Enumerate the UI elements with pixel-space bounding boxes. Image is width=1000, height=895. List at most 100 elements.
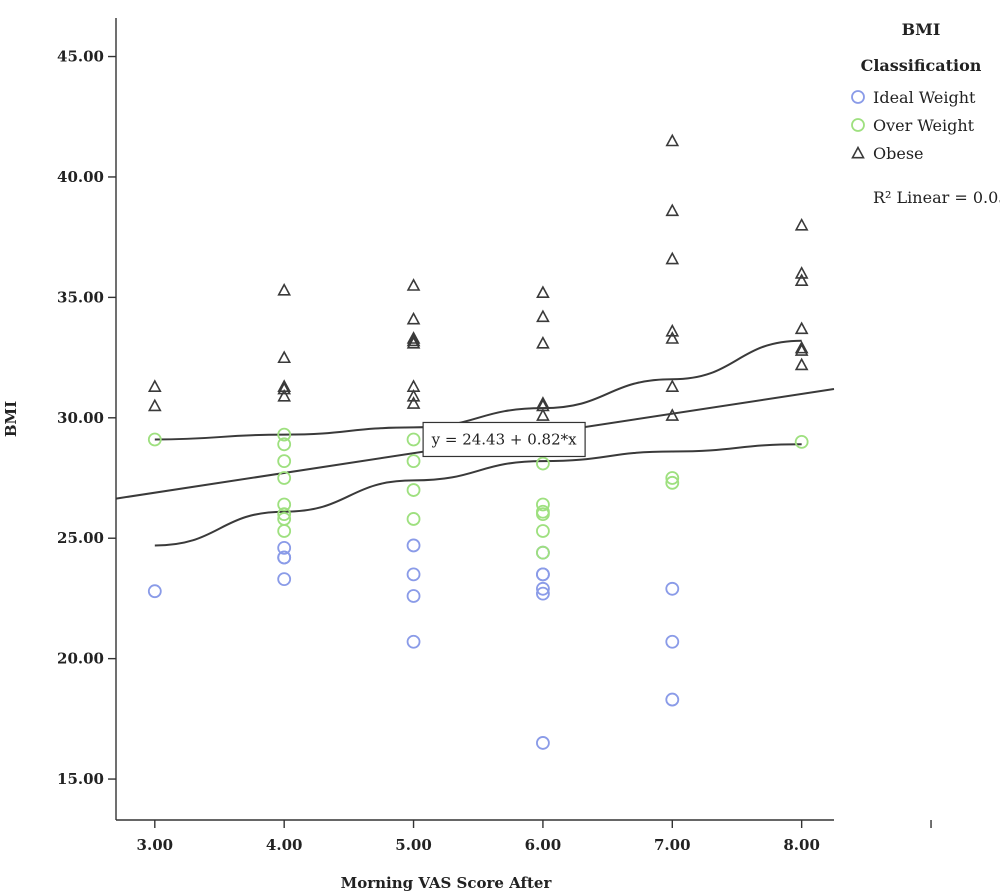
legend-label: Over Weight — [873, 116, 975, 135]
point-ideal-weight — [665, 634, 680, 649]
data-points — [147, 133, 809, 750]
point-obese — [406, 278, 421, 291]
confidence-curve-lower — [154, 443, 802, 547]
point-over-weight — [406, 454, 421, 469]
point-obese — [665, 323, 680, 337]
point-obese — [536, 335, 550, 349]
legend-label: Ideal Weight — [873, 88, 976, 107]
y-tick-label: 35.00 — [57, 288, 104, 306]
point-ideal-weight — [277, 572, 292, 587]
point-obese — [794, 340, 809, 354]
point-obese — [536, 396, 550, 409]
x-tick-label: 4.00 — [266, 836, 303, 854]
y-tick-label: 25.00 — [57, 529, 104, 547]
point-over-weight — [406, 432, 421, 447]
point-obese — [277, 350, 292, 364]
point-ideal-weight — [665, 692, 680, 707]
point-obese — [794, 273, 809, 286]
point-obese — [277, 388, 292, 402]
y-tick-label: 45.00 — [57, 48, 104, 66]
point-over-weight — [536, 456, 550, 471]
y-axis-title: BMI — [2, 401, 20, 437]
point-obese — [277, 282, 292, 296]
point-obese — [794, 343, 809, 356]
point-obese — [147, 398, 162, 412]
point-obese — [406, 335, 421, 349]
point-obese — [536, 285, 550, 299]
equation-text: y = 24.43 + 0.82*x — [431, 430, 578, 448]
point-over-weight — [665, 471, 680, 485]
point-obese — [794, 266, 809, 279]
point-ideal-weight — [277, 540, 292, 555]
point-over-weight — [277, 507, 292, 522]
point-obese — [665, 203, 680, 217]
point-ideal-weight — [536, 567, 550, 582]
point-over-weight — [406, 512, 421, 526]
point-obese — [536, 309, 550, 323]
equation-label: y = 24.43 + 0.82*x — [422, 421, 586, 458]
r2-label: R² Linear = 0.055 — [873, 188, 1000, 207]
point-obese — [665, 331, 680, 344]
point-obese — [277, 381, 292, 395]
point-ideal-weight — [406, 634, 421, 649]
legend-title-line1: BMI — [902, 20, 941, 39]
y-tick-label: 15.00 — [57, 770, 104, 788]
point-ideal-weight — [536, 586, 550, 601]
x-axis-title: Morning VAS Score After — [341, 874, 553, 892]
point-over-weight — [277, 454, 292, 469]
y-tick-label: 40.00 — [57, 168, 104, 186]
point-obese — [406, 331, 421, 344]
point-over-weight — [277, 497, 292, 512]
y-tick-label: 30.00 — [57, 409, 104, 427]
point-over-weight — [277, 437, 292, 452]
legend-label: Obese — [873, 144, 924, 163]
point-obese — [406, 396, 421, 409]
point-over-weight — [147, 432, 162, 447]
point-ideal-weight — [277, 550, 292, 565]
point-obese — [406, 388, 421, 402]
point-obese — [665, 379, 680, 392]
point-obese — [406, 333, 421, 347]
equation-box — [422, 421, 586, 458]
x-tick-label: 5.00 — [395, 836, 432, 854]
point-over-weight — [277, 427, 292, 442]
point-ideal-weight — [406, 538, 421, 553]
point-over-weight — [536, 524, 550, 538]
legend-marker-ideal-weight — [851, 90, 865, 104]
point-obese — [665, 251, 680, 265]
confidence-band — [154, 339, 802, 547]
confidence-curve-upper — [154, 339, 802, 441]
point-obese — [665, 133, 680, 147]
x-tick-label: 6.00 — [525, 836, 562, 854]
axes: 15.00 20.00 25.00 30.00 35.00 40.00 45.00 3.00 4… — [57, 18, 932, 854]
legend-marker-obese — [851, 145, 865, 159]
point-over-weight — [794, 434, 809, 449]
point-over-weight — [536, 545, 550, 560]
point-obese — [794, 217, 809, 231]
legend-title-line2: Classification — [861, 56, 982, 75]
x-tick-label: 7.00 — [654, 836, 691, 854]
point-ideal-weight — [147, 584, 162, 599]
point-obese — [147, 379, 162, 392]
point-ideal-weight — [406, 567, 421, 582]
point-obese — [794, 357, 809, 371]
y-tick-label: 20.00 — [57, 650, 104, 668]
point-over-weight — [277, 471, 292, 485]
point-over-weight — [277, 524, 292, 538]
point-ideal-weight — [665, 581, 680, 596]
legend: BMI Classification Ideal Weight Over Weig… — [851, 20, 1000, 207]
point-obese — [794, 321, 809, 335]
point-over-weight — [665, 475, 680, 490]
point-obese — [406, 311, 421, 325]
point-ideal-weight — [536, 581, 550, 596]
point-ideal-weight — [536, 736, 550, 750]
point-over-weight — [406, 483, 421, 497]
x-tick-label: 8.00 — [783, 836, 820, 854]
point-over-weight — [536, 507, 550, 522]
point-obese — [665, 408, 680, 421]
point-over-weight — [536, 497, 550, 512]
point-ideal-weight — [406, 589, 421, 603]
point-obese — [536, 408, 550, 421]
x-tick-label: 3.00 — [137, 836, 174, 854]
